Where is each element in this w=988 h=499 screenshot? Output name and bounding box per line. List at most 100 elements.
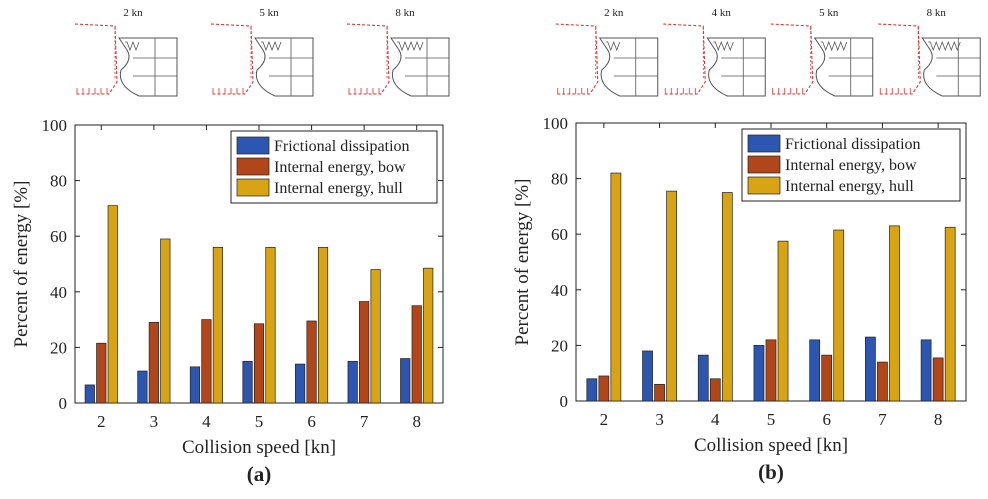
bar-internal-energy-bow-5 — [766, 340, 776, 401]
bar-frictional-dissipation-7 — [348, 361, 357, 403]
bar-internal-energy-bow-3 — [655, 384, 665, 401]
bar-internal-energy-bow-2 — [97, 343, 106, 403]
y-axis-label: Percent of energy [%] — [512, 179, 533, 346]
y-tick-label: 20 — [50, 338, 67, 357]
y-tick-label: 0 — [560, 392, 569, 411]
y-tick-label: 80 — [50, 172, 67, 191]
inset-speed-label: 5 kn — [259, 7, 279, 19]
panel-a: 2 kn 5 kn 8 kn 0 20 40 60 80 100 2 3 4 5 6 7 8 Collision… — [0, 0, 494, 494]
striking-ship-outline — [211, 24, 253, 94]
bar-internal-energy-bow-6 — [822, 355, 832, 401]
struck-bow-outline — [815, 38, 873, 96]
bar-internal-energy-hull-3 — [161, 239, 170, 403]
x-tick-label: 4 — [202, 412, 211, 431]
striking-ship-outline — [347, 24, 389, 94]
x-tick-label: 2 — [97, 412, 106, 431]
x-tick-label: 8 — [412, 412, 421, 431]
ship-inset-4: 8 kn — [878, 7, 980, 96]
crumple-zone — [821, 42, 847, 50]
bar-internal-energy-bow-2 — [599, 376, 609, 401]
y-axis-label: Percent of energy [%] — [11, 181, 32, 348]
bar-internal-energy-hull-6 — [318, 247, 327, 403]
x-tick-label: 3 — [150, 412, 159, 431]
legend-label: Frictional dissipation — [274, 138, 410, 155]
panel-b: 2 kn 4 kn 5 kn 8 kn 0 20 40 60 80 100 2 3 4 5 6 7 8 Colli… — [494, 0, 988, 494]
bar-internal-energy-bow-6 — [307, 321, 316, 403]
inset-speed-label: 5 kn — [819, 7, 839, 19]
bar-internal-energy-bow-4 — [202, 320, 211, 403]
bar-frictional-dissipation-7 — [865, 337, 875, 401]
bar-internal-energy-bow-8 — [412, 306, 421, 403]
legend-swatch — [748, 156, 780, 173]
bar-frictional-dissipation-3 — [643, 351, 653, 401]
panel-label: (b) — [758, 460, 784, 484]
legend-swatch — [237, 179, 269, 196]
legend-label: Frictional dissipation — [785, 136, 921, 153]
panel-label: (a) — [247, 462, 272, 486]
bar-internal-energy-hull-4 — [722, 193, 732, 402]
striking-ship-outline — [663, 24, 705, 94]
struck-bow-outline — [119, 38, 177, 96]
legend-label: Internal energy, hull — [274, 180, 403, 197]
struck-bow-outline — [707, 38, 765, 96]
panel-b-svg: 2 kn 4 kn 5 kn 8 kn 0 20 40 60 80 100 2 3 4 5 6 7 8 Colli… — [494, 0, 988, 494]
inset-speed-label: 2 kn — [123, 7, 143, 19]
legend-swatch — [237, 137, 269, 154]
bar-internal-energy-hull-6 — [834, 230, 844, 401]
crumple-zone — [713, 42, 733, 50]
bar-internal-energy-bow-7 — [359, 302, 368, 403]
ship-inset-3: 5 kn — [771, 7, 873, 96]
striking-ship-outline — [878, 24, 920, 94]
bar-internal-energy-bow-4 — [710, 379, 720, 401]
y-tick-label: 40 — [551, 281, 568, 300]
y-tick-label: 0 — [59, 394, 68, 413]
crumple-zone — [928, 42, 960, 50]
inset-speed-label: 8 kn — [395, 7, 415, 19]
bar-frictional-dissipation-4 — [698, 355, 708, 401]
panel-a-svg: 2 kn 5 kn 8 kn 0 20 40 60 80 100 2 3 4 5 6 7 8 Collision… — [0, 0, 494, 494]
bar-internal-energy-hull-4 — [213, 247, 222, 403]
x-axis-label: Collision speed [kn] — [182, 437, 336, 458]
bar-internal-energy-hull-2 — [611, 173, 621, 401]
x-tick-label: 6 — [822, 410, 831, 429]
crumple-zone — [125, 42, 139, 50]
y-tick-label: 60 — [50, 227, 67, 246]
ship-inset-2: 4 kn — [663, 7, 765, 96]
x-axis-label: Collision speed [kn] — [694, 435, 848, 456]
y-tick-label: 60 — [551, 225, 568, 244]
struck-bow-outline — [600, 38, 658, 96]
ship-inset-2: 5 kn — [211, 7, 313, 96]
x-tick-label: 6 — [307, 412, 316, 431]
bar-frictional-dissipation-6 — [810, 340, 820, 401]
x-tick-label: 3 — [655, 410, 664, 429]
inset-speed-label: 4 kn — [712, 7, 732, 19]
bar-internal-energy-hull-3 — [667, 191, 677, 401]
inset-speed-label: 2 kn — [604, 7, 624, 19]
striking-ship-outline — [75, 24, 117, 94]
x-tick-label: 4 — [711, 410, 720, 429]
bar-internal-energy-bow-7 — [877, 362, 887, 401]
bar-internal-energy-hull-7 — [371, 270, 380, 403]
bar-frictional-dissipation-2 — [85, 385, 94, 403]
bar-frictional-dissipation-5 — [243, 361, 252, 403]
crumple-zone — [397, 42, 423, 50]
inset-speed-label: 8 kn — [927, 7, 947, 19]
x-tick-label: 7 — [360, 412, 369, 431]
legend-label: Internal energy, bow — [274, 159, 406, 176]
bar-internal-energy-hull-8 — [423, 268, 432, 403]
y-tick-label: 20 — [551, 336, 568, 355]
bar-frictional-dissipation-8 — [921, 340, 931, 401]
x-tick-label: 8 — [934, 410, 943, 429]
struck-bow-outline — [922, 38, 980, 96]
bar-frictional-dissipation-6 — [295, 364, 304, 403]
striking-ship-outline — [556, 24, 598, 94]
bar-frictional-dissipation-3 — [138, 371, 147, 403]
crumple-zone — [606, 42, 620, 50]
bar-frictional-dissipation-8 — [401, 359, 410, 403]
bar-internal-energy-bow-8 — [933, 358, 943, 401]
legend-label: Internal energy, bow — [785, 157, 917, 174]
bar-internal-energy-hull-7 — [889, 226, 899, 401]
legend-swatch — [748, 177, 780, 194]
x-tick-label: 5 — [255, 412, 264, 431]
striking-ship-outline — [771, 24, 813, 94]
